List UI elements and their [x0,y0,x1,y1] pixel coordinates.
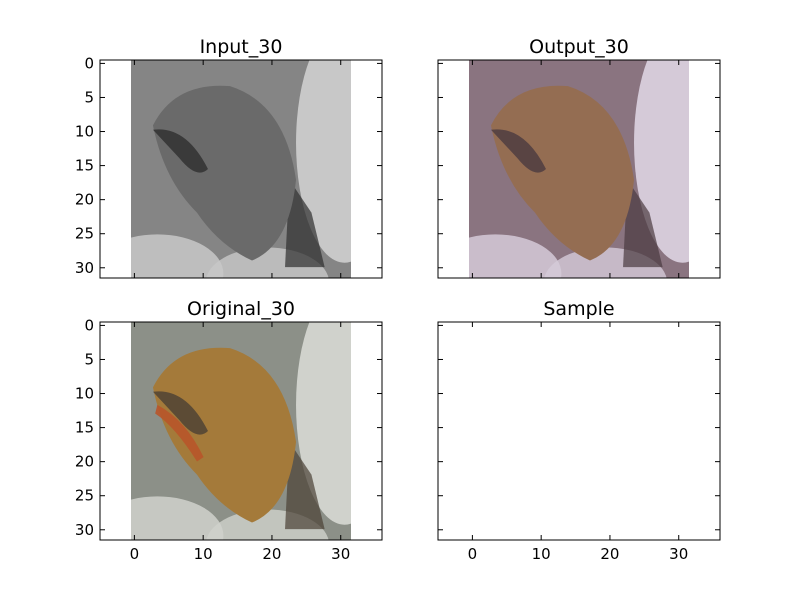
subplot-title: Output_30 [529,36,629,58]
x-tick-label: 20 [262,545,281,563]
y-tick-label: 30 [75,521,94,539]
axes-frame [99,59,383,279]
subplot-3: Original_30 0 5 10 15 20 25 30 0 10 20 30 [75,298,383,563]
axes-frame [99,321,383,541]
x-tick-label: 30 [331,545,350,563]
subplot-title: Original_30 [187,298,295,320]
subplot-1: Input_30 0 5 10 15 20 25 30 [75,36,383,279]
subplot-4: Sample 0 10 20 30 [437,298,721,563]
x-tick-label: 30 [669,545,688,563]
subplot-2: Output_30 [437,36,721,279]
y-tick-label: 5 [84,350,94,368]
y-tick-label: 20 [75,191,94,209]
axes-frame [437,59,721,279]
y-tick-label: 25 [75,225,94,243]
subplot-title: Sample [543,298,614,320]
x-tick-label: 0 [130,545,140,563]
y-tick-label: 30 [75,259,94,277]
subplot-title: Input_30 [200,36,283,58]
image [130,322,352,540]
x-tick-label: 20 [600,545,619,563]
image [130,60,352,278]
y-tick-label: 5 [84,88,94,106]
y-tick-label: 25 [75,487,94,505]
x-tick-label: 10 [532,545,551,563]
y-tick-label: 10 [75,385,94,403]
axes-frame [437,321,721,541]
x-tick-label: 0 [468,545,478,563]
y-tick-label: 20 [75,453,94,471]
y-tick-label: 15 [75,419,94,437]
y-tick-label: 0 [84,316,94,334]
axes-background [438,322,720,540]
x-tick-label: 10 [194,545,213,563]
image [468,60,690,278]
y-tick-label: 10 [75,123,94,141]
y-tick-label: 15 [75,157,94,175]
y-tick-label: 0 [84,54,94,72]
